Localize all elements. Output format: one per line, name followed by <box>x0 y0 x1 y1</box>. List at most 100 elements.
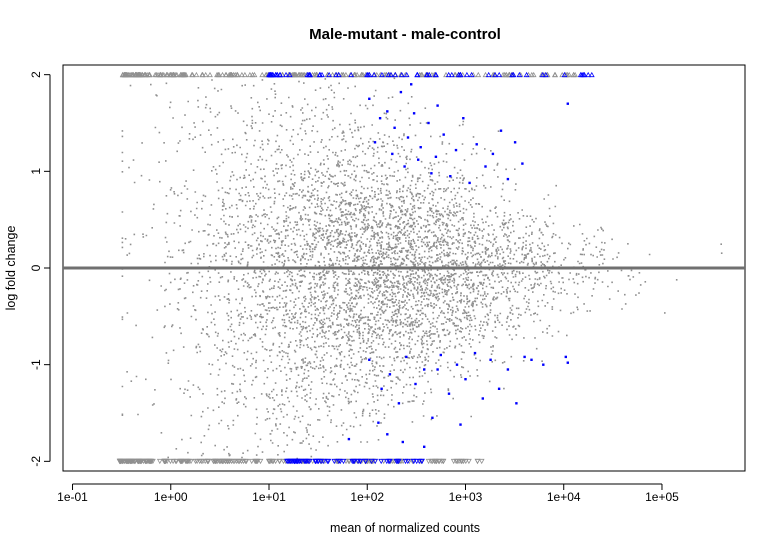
capped-point <box>253 458 259 465</box>
capped-point <box>242 71 248 78</box>
capped-point <box>219 71 226 78</box>
capped-point <box>351 458 358 465</box>
significant-point <box>431 416 434 419</box>
capped-point <box>360 71 366 78</box>
capped-point <box>296 458 302 465</box>
capped-point <box>298 71 304 78</box>
capped-point <box>459 458 465 465</box>
significant-point <box>399 90 403 94</box>
capped-point <box>324 458 331 465</box>
significant-point <box>378 117 382 120</box>
capped-point <box>162 458 169 465</box>
capped-point <box>270 71 276 78</box>
capped-point <box>379 71 385 78</box>
capped-point <box>242 458 249 465</box>
capped-point <box>156 458 163 465</box>
significant-point <box>566 361 569 364</box>
significant-point <box>513 141 517 144</box>
capped-point <box>452 71 459 78</box>
significant-point <box>386 433 389 436</box>
significant-point <box>442 133 445 136</box>
x-tick-label: 1e+00 <box>154 490 188 504</box>
capped-point <box>331 458 338 465</box>
capped-point <box>202 71 209 78</box>
capped-point <box>392 71 399 78</box>
capped-point <box>160 71 167 78</box>
significant-point <box>388 373 392 376</box>
capped-point <box>455 71 462 78</box>
capped-point <box>443 71 449 78</box>
x-axis-label: mean of normalized counts <box>330 521 480 535</box>
capped-point <box>333 71 340 78</box>
capped-point <box>566 71 573 78</box>
capped-point <box>378 458 385 465</box>
capped-point <box>588 71 595 78</box>
significant-point <box>468 181 471 185</box>
capped-point <box>500 71 506 78</box>
significant-point <box>386 110 389 113</box>
significant-point <box>434 155 438 158</box>
capped-point <box>371 71 377 78</box>
capped-point <box>205 458 211 465</box>
capped-point <box>432 458 439 465</box>
capped-point <box>303 458 310 465</box>
significant-point <box>412 112 416 115</box>
capped-point <box>157 71 164 78</box>
capped-point <box>340 458 347 465</box>
capped-point <box>216 71 222 78</box>
capped-point <box>128 458 135 465</box>
significant-point <box>423 368 426 371</box>
capped-point <box>212 458 219 465</box>
capped-point <box>306 71 312 78</box>
capped-point <box>445 71 452 78</box>
x-tick-label: 1e+02 <box>350 490 384 504</box>
significant-point <box>491 152 495 156</box>
capped-point <box>146 71 152 78</box>
significant-point <box>462 117 465 120</box>
upper-capped-blue <box>266 71 595 78</box>
significant-point <box>419 146 422 149</box>
capped-point <box>404 458 411 465</box>
capped-point <box>439 458 445 465</box>
lower-capped-blue <box>284 458 425 465</box>
significant-point <box>542 363 545 366</box>
capped-point <box>336 458 342 465</box>
capped-point <box>496 71 503 78</box>
capped-point <box>167 71 173 78</box>
significant-point <box>397 402 401 405</box>
significant-point <box>564 355 567 359</box>
significant-point <box>566 102 569 105</box>
capped-point <box>475 71 482 78</box>
capped-point <box>351 71 358 78</box>
significant-point <box>368 97 371 100</box>
capped-point <box>223 71 230 78</box>
capped-point <box>523 71 530 78</box>
capped-point <box>291 458 298 465</box>
capped-point <box>265 458 272 465</box>
capped-point <box>199 71 206 78</box>
capped-point <box>188 458 194 465</box>
capped-point <box>366 71 373 78</box>
capped-point <box>394 458 401 465</box>
capped-point <box>276 458 283 465</box>
capped-point <box>485 71 492 78</box>
capped-point <box>183 458 190 465</box>
capped-point <box>530 71 537 78</box>
capped-point <box>386 458 393 465</box>
capped-point <box>132 458 139 465</box>
capped-point <box>482 71 489 78</box>
significant-point <box>401 440 404 444</box>
capped-point <box>257 458 264 465</box>
significant-point <box>393 126 396 129</box>
capped-point <box>283 71 289 78</box>
capped-point <box>320 458 327 465</box>
capped-point <box>137 71 143 78</box>
y-axis-label: log fold change <box>4 226 18 311</box>
significant-point <box>484 165 487 168</box>
significant-point <box>530 358 533 361</box>
significant-point <box>380 387 383 390</box>
significant-point <box>436 104 439 107</box>
capped-point <box>272 458 279 465</box>
capped-point <box>126 458 132 465</box>
significant-point <box>464 378 467 381</box>
